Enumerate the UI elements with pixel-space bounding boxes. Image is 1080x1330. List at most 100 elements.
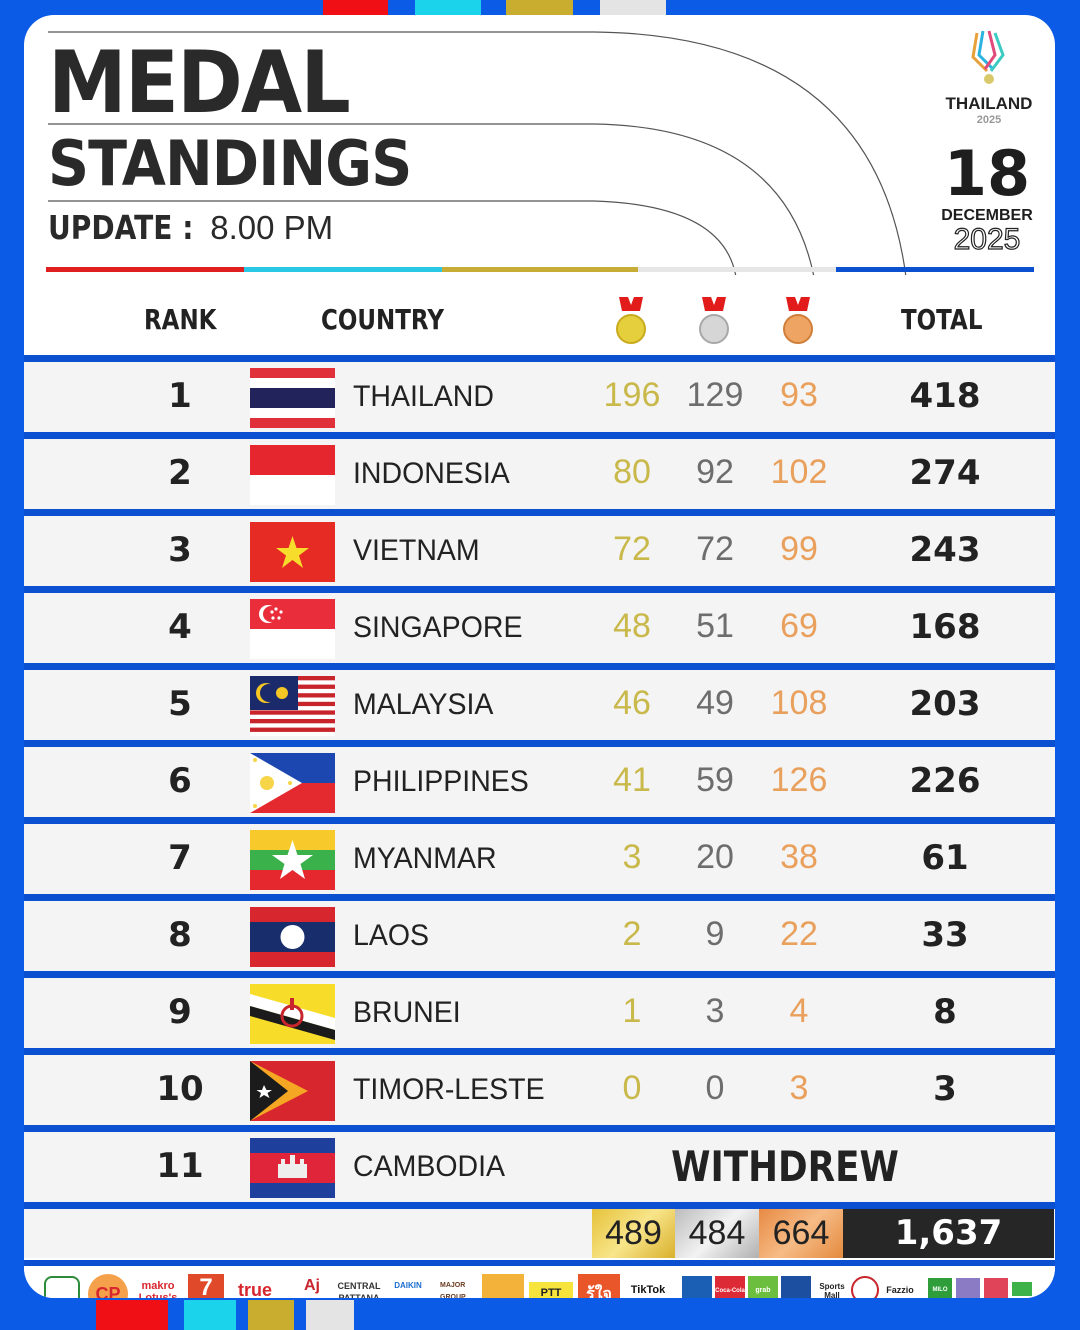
top-stripe-red [323, 0, 388, 16]
gold-count: 3 [622, 838, 642, 876]
gold-total: 489 [592, 1209, 675, 1258]
top-stripe-cyan [415, 0, 481, 16]
sponsor-makro-lotus-logo: makro Lotus's [138, 1280, 178, 1298]
rank: 3 [168, 530, 192, 570]
sponsor-cp-group-logo [44, 1276, 80, 1298]
sponsor-fazzio-logo: Fazzio [886, 1285, 914, 1295]
bronze-count: 3 [789, 1069, 809, 1107]
total-count: 8 [933, 992, 957, 1032]
sponsor-7eleven-logo: 7 [188, 1274, 224, 1298]
track-arc-lines [48, 31, 907, 275]
event-logo: THAILAND 2025 [934, 25, 1044, 126]
silver-count: 20 [696, 838, 734, 876]
sponsor-sports-mall-logo: Sports Mall [819, 1282, 845, 1298]
sponsor-ptt-logo: PTT [529, 1282, 573, 1298]
sponsor-event-mascot-logo [482, 1274, 524, 1298]
rank: 9 [168, 992, 192, 1032]
gold-count: 80 [613, 453, 651, 491]
sponsor-logo-red [984, 1278, 1008, 1298]
rank: 7 [168, 838, 192, 878]
rank-header: RANK [144, 303, 217, 336]
page-title: MEDAL [48, 33, 351, 133]
table-row: 4 SINGAPORE 48 51 69 168 [24, 586, 1055, 663]
myanmar-flag-icon [250, 830, 335, 890]
sponsor-tiktok-logo: TikTok [630, 1284, 666, 1296]
country-name: INDONESIA [353, 457, 510, 490]
silver-count: 72 [696, 530, 734, 568]
sea-games-logo-icon [971, 30, 1005, 84]
total-count: 61 [921, 838, 969, 878]
sponsor-daikin-logo: DAIKIN [394, 1281, 422, 1290]
gold-count: 2 [622, 915, 642, 953]
silver-count: 129 [686, 376, 744, 414]
table-row: 8 LAOS 2 9 22 33 [24, 894, 1055, 971]
withdrew-status: WITHDREW [671, 1142, 899, 1191]
bronze-count: 22 [780, 915, 818, 953]
standings-card: MEDAL STANDINGS UPDATE : 8.00 PM THAILAN… [24, 15, 1055, 1298]
bronze-count: 38 [780, 838, 818, 876]
table-row: 3 VIETNAM 72 72 99 243 [24, 509, 1055, 586]
silver-count: 92 [696, 453, 734, 491]
gold-count: 0 [622, 1069, 642, 1107]
bottom-stripe-red [96, 1300, 168, 1330]
country-name: TIMOR-LESTE [353, 1073, 545, 1106]
brunei-flag-icon [250, 984, 335, 1044]
table-header: RANK COUNTRY TOTAL [24, 285, 1055, 345]
totals-row: 489 484 664 1,637 [24, 1202, 1055, 1258]
total-count: 226 [909, 761, 981, 801]
country-name: THAILAND [353, 380, 494, 413]
country-name: SINGAPORE [353, 611, 523, 644]
top-stripe-gold [506, 0, 573, 16]
update-label: UPDATE : [48, 208, 194, 247]
silver-count: 49 [696, 684, 734, 722]
bronze-count: 69 [780, 607, 818, 645]
rank: 11 [156, 1146, 204, 1186]
malaysia-flag-icon [250, 676, 335, 736]
date-block: 18 DECEMBER 2025 [934, 143, 1040, 256]
table-row: 2 INDONESIA 80 92 102 274 [24, 432, 1055, 509]
country-name: LAOS [353, 919, 430, 952]
country-name: MALAYSIA [353, 688, 494, 721]
indonesia-flag-icon [250, 445, 335, 505]
table-row: 10 TIMOR-LESTE 0 0 3 3 [24, 1048, 1055, 1125]
bronze-count: 93 [780, 376, 818, 414]
sponsor-ruijai-logo: รู้ใจ [578, 1274, 620, 1298]
rank: 4 [168, 607, 192, 647]
bronze-medal-icon [783, 297, 813, 344]
total-count: 168 [909, 607, 981, 647]
total-count: 274 [909, 453, 981, 493]
sponsor-true-logo: true [237, 1280, 272, 1298]
gold-count: 48 [613, 607, 651, 645]
standings-table: 1 THAILAND 196 129 93 418 2 INDONESIA 80… [24, 355, 1055, 1258]
rank: 1 [168, 376, 192, 416]
bronze-count: 99 [780, 530, 818, 568]
table-row: 1 THAILAND 196 129 93 418 [24, 355, 1055, 432]
gold-medal-icon [616, 297, 646, 344]
country-header: COUNTRY [321, 303, 444, 336]
total-count: 3 [933, 1069, 957, 1109]
sponsor-major-group-logo: MAJOR GROUP [440, 1282, 466, 1298]
silver-medal-icon [699, 297, 729, 344]
silver-count: 0 [705, 1069, 725, 1107]
country-name: VIETNAM [353, 534, 480, 567]
stripe-grey [638, 267, 836, 272]
rank: 5 [168, 684, 192, 724]
country-name: BRUNEI [353, 996, 461, 1029]
cambodia-flag-icon [250, 1138, 335, 1198]
silver-count: 59 [696, 761, 734, 799]
table-row: 9 BRUNEI 1 3 4 8 [24, 971, 1055, 1048]
rank: 8 [168, 915, 192, 955]
vietnam-flag-icon [250, 522, 335, 582]
table-row: 7 MYANMAR 3 20 38 61 [24, 817, 1055, 894]
country-name: CAMBODIA [353, 1150, 506, 1183]
bronze-count: 126 [770, 761, 828, 799]
total-count: 33 [921, 915, 969, 955]
page-subtitle: STANDINGS [48, 127, 412, 200]
total-count: 418 [909, 376, 981, 416]
rank: 10 [156, 1069, 204, 1109]
gold-count: 46 [613, 684, 651, 722]
sponsor-coca-cola-logo: Coca-Cola [715, 1276, 745, 1298]
sponsor-cp-logo: CP [88, 1274, 128, 1298]
date-month: DECEMBER [941, 207, 1033, 224]
sponsor-sushiro-logo [851, 1276, 879, 1298]
